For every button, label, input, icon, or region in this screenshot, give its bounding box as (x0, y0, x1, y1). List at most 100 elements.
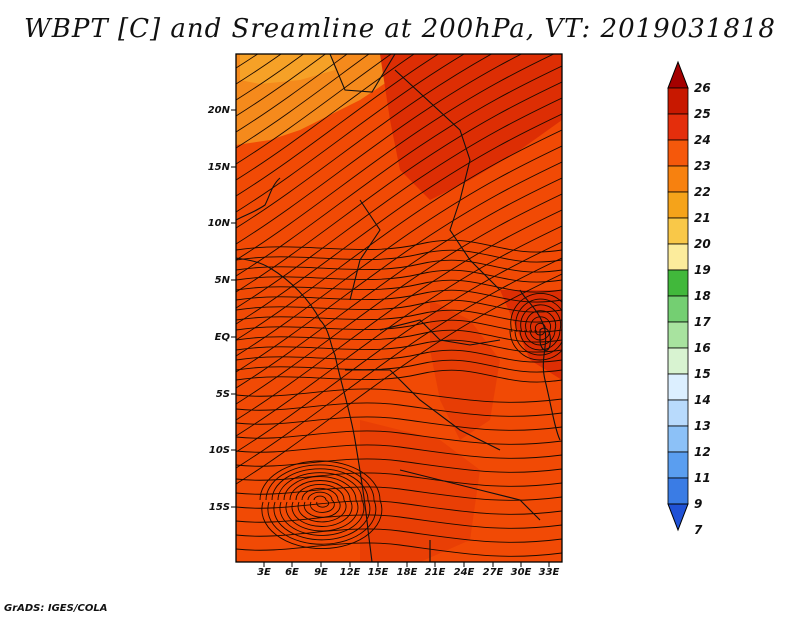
streamline-57 (307, 491, 335, 513)
lon-label-12e: 12E (339, 567, 361, 578)
streamline-22 (236, 161, 562, 373)
colorbar-box-14 (667, 373, 689, 401)
streamline-49 (236, 458, 562, 473)
streamline-31 (236, 249, 562, 263)
colorbar-box-24 (667, 113, 689, 141)
streamline-5 (236, 54, 305, 101)
colorbar-box-23 (667, 139, 689, 167)
lon-label-24e: 24E (453, 567, 475, 578)
wbpt-orange-north (240, 54, 335, 84)
lon-label-15e: 15E (367, 567, 389, 578)
streamlines (236, 0, 562, 557)
coastline-west (236, 257, 373, 562)
streamline-28 (236, 257, 562, 469)
lat-label-eq: EQ (214, 332, 230, 343)
streamline-14 (236, 54, 523, 245)
border-south (399, 469, 541, 521)
lon-label-33e: 33E (538, 567, 560, 578)
page-title: WBPT [C] and Sreamline at 200hPa, VT: 20… (24, 14, 776, 44)
colorbar-box-11 (667, 451, 689, 479)
streamline-25 (236, 209, 562, 421)
lon-label-21e: 21E (424, 567, 446, 578)
axis-ticks (231, 109, 550, 567)
streamline-20 (236, 129, 562, 341)
colorbar-label-13: 13 (694, 419, 711, 433)
lat-label-10n: 10N (207, 218, 230, 229)
streamline-71 (509, 292, 562, 361)
streamline-67 (529, 316, 551, 341)
lat-label-15s: 15S (208, 502, 230, 513)
streamline-65 (259, 460, 383, 550)
streamline-43 (236, 369, 562, 383)
streamline-63 (271, 468, 371, 541)
credit-text: GrADS: IGES/COLA (4, 603, 108, 614)
lat-label-5n: 5N (214, 275, 230, 286)
streamline-33 (236, 269, 562, 283)
streamline-35 (236, 289, 562, 303)
border-central (379, 319, 501, 346)
streamline-13 (236, 54, 493, 229)
streamline-8 (236, 54, 370, 149)
streamline-45 (236, 402, 562, 417)
colorbar-box-17 (667, 295, 689, 323)
border-south-central (345, 369, 501, 451)
coastline-east (519, 289, 561, 441)
streamline-30 (236, 239, 562, 253)
lat-label-20n: 20N (207, 105, 230, 116)
colorbar-label-14: 14 (694, 393, 711, 407)
colorbar-label-23: 23 (694, 159, 711, 173)
streamline-60 (289, 480, 353, 527)
streamline-27 (236, 241, 562, 453)
lon-label-27e: 27E (482, 567, 504, 578)
streamline-47 (236, 430, 562, 445)
coastline-northwest (236, 177, 281, 221)
streamline-9 (236, 54, 392, 165)
streamline-40 (236, 339, 562, 353)
colorbar-box-16 (667, 321, 689, 349)
streamline-61 (283, 476, 359, 532)
colorbar-label-9: 9 (694, 497, 703, 511)
streamline-26 (236, 225, 562, 437)
streamline-15 (236, 54, 555, 261)
colorbar-label-18: 18 (694, 289, 711, 303)
lon-label-3e: 3E (257, 567, 271, 578)
wbpt-warm-south (360, 420, 480, 562)
colorbar-box-19 (667, 243, 689, 271)
colorbar-arrow-bottom (667, 503, 689, 532)
colorbar-box-13 (667, 399, 689, 427)
colorbar-box-21 (667, 191, 689, 219)
streamline-17 (236, 81, 562, 293)
colorbar-label-11: 11 (694, 471, 711, 485)
border-west-central (349, 199, 381, 301)
streamline-56 (313, 495, 330, 508)
streamline-38 (236, 319, 562, 333)
streamline-24 (236, 193, 562, 405)
colorbar-box-22 (667, 165, 689, 193)
colorbar-box-12 (667, 425, 689, 453)
border-east (394, 69, 501, 291)
lake (539, 327, 551, 351)
colorbar-label-20: 20 (694, 237, 711, 251)
border-north (329, 54, 396, 93)
colorbar-box-15 (667, 347, 689, 375)
colorbar-label-17: 17 (694, 315, 711, 329)
streamline-29 (236, 273, 562, 485)
streamline-55 (236, 542, 562, 557)
streamline-10 (236, 54, 415, 181)
colorbar-box-9 (667, 477, 689, 505)
streamline-39 (236, 329, 562, 343)
streamline-0 (236, 0, 562, 20)
streamline-64 (265, 464, 377, 545)
streamline-32 (236, 259, 562, 273)
lon-label-18e: 18E (396, 567, 418, 578)
streamline-41 (236, 349, 562, 363)
colorbar-box-20 (667, 217, 689, 245)
streamline-68 (524, 310, 557, 346)
lon-label-30e: 30E (510, 567, 532, 578)
streamline-48 (236, 444, 562, 459)
colorbar-label-25: 25 (694, 107, 711, 121)
streamline-70 (514, 298, 562, 356)
colorbar-box-25 (667, 87, 689, 115)
streamline-7 (236, 54, 348, 133)
